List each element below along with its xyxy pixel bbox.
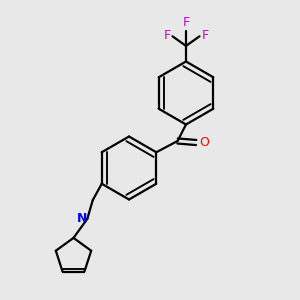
Text: O: O — [199, 136, 209, 149]
Text: F: F — [182, 16, 190, 29]
Text: F: F — [201, 29, 208, 42]
Text: F: F — [164, 29, 171, 42]
Text: N: N — [76, 212, 87, 225]
